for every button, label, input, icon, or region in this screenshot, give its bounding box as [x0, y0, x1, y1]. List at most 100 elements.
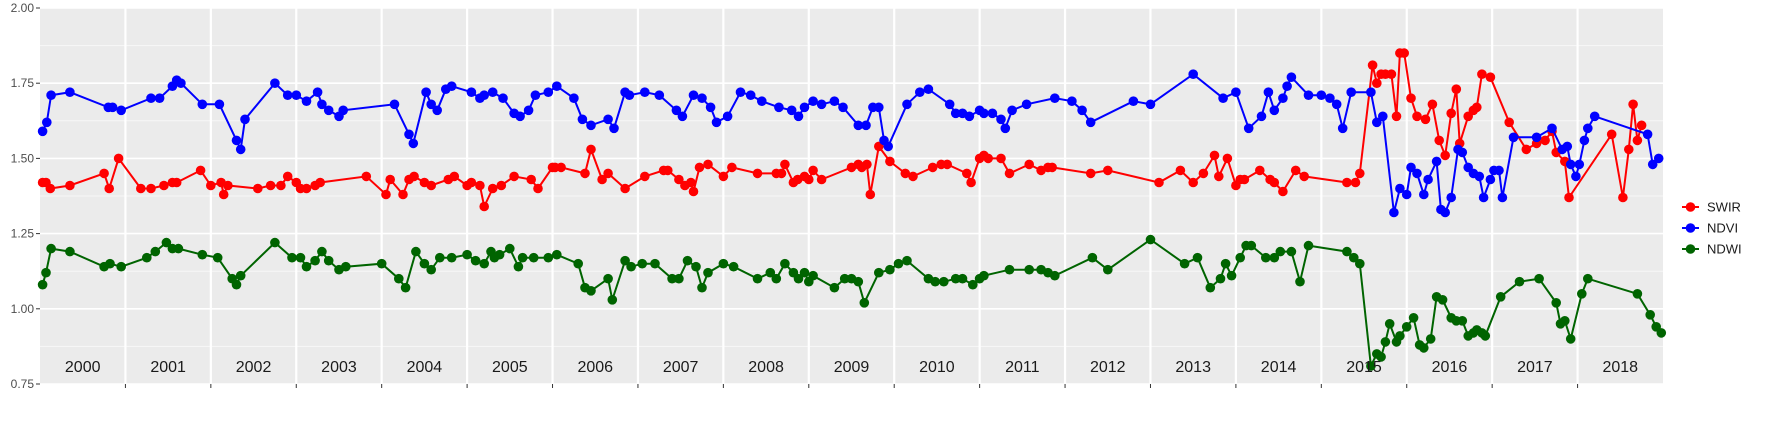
data-point-swir — [942, 159, 952, 170]
data-point-ndvi — [1401, 189, 1412, 200]
data-point-swir — [1624, 144, 1634, 155]
data-point-ndwi — [950, 273, 961, 284]
data-point-swir — [1406, 93, 1416, 103]
data-point-swir — [1299, 171, 1309, 182]
data-point-ndwi — [310, 255, 320, 266]
data-point-swir — [1198, 168, 1209, 179]
data-point-ndvi — [235, 144, 246, 155]
data-point-ndvi — [609, 123, 619, 134]
data-point-ndvi — [838, 102, 848, 113]
data-point-ndwi — [161, 237, 172, 248]
data-point-swir — [1188, 177, 1198, 188]
data-point-ndwi — [939, 276, 949, 287]
data-point-ndwi — [150, 246, 161, 257]
data-point-ndvi — [42, 117, 52, 128]
data-point-swir — [674, 174, 684, 185]
data-point-ndvi — [1412, 168, 1422, 179]
data-point-ndwi — [979, 270, 989, 281]
data-point-ndvi — [1278, 93, 1288, 103]
data-point-ndvi — [722, 111, 733, 122]
data-point-ndwi — [1269, 252, 1280, 263]
data-point-swir — [1154, 177, 1164, 188]
data-point-ndwi — [573, 258, 583, 269]
data-point-ndwi — [528, 252, 539, 263]
data-point-ndwi — [957, 273, 968, 284]
data-point-swir — [113, 153, 124, 164]
data-point-swir — [1239, 174, 1250, 185]
data-point-ndwi — [859, 298, 870, 308]
legend-label: NDVI — [1707, 221, 1738, 236]
data-point-ndwi — [435, 252, 445, 263]
data-point-ndvi — [1589, 111, 1600, 122]
data-point-ndwi — [1401, 322, 1412, 332]
data-point-ndvi — [1440, 207, 1450, 218]
data-point-ndwi — [543, 252, 554, 263]
data-point-ndwi — [1295, 276, 1305, 287]
data-point-swir — [1355, 168, 1365, 179]
data-point-swir — [776, 168, 787, 179]
data-point-swir — [752, 168, 763, 179]
data-point-swir — [1485, 72, 1496, 82]
data-point-ndwi — [1395, 331, 1405, 341]
data-point-ndvi — [523, 105, 534, 116]
data-point-ndwi — [1480, 331, 1491, 341]
data-point-ndwi — [1286, 246, 1297, 257]
data-point-ndvi — [1571, 171, 1581, 182]
data-point-swir — [996, 153, 1006, 164]
data-point-ndvi — [688, 90, 699, 100]
data-point-swir — [586, 144, 596, 155]
data-point-swir — [381, 189, 391, 200]
data-point-ndwi — [1577, 289, 1587, 299]
data-point-ndvi — [677, 111, 688, 122]
x-axis — [124, 384, 1579, 388]
data-point-swir — [206, 180, 216, 191]
data-point-ndwi — [376, 258, 387, 269]
data-point-ndwi — [1226, 270, 1237, 281]
data-point-swir — [1477, 69, 1487, 79]
data-point-swir — [65, 180, 75, 191]
data-point-swir — [398, 189, 408, 200]
data-point-ndwi — [235, 270, 246, 281]
y-tick-label: 2.00 — [11, 1, 35, 15]
data-point-ndvi — [107, 102, 118, 113]
data-point-ndwi — [1583, 273, 1593, 284]
data-point-swir — [556, 162, 566, 173]
year-label: 2001 — [150, 359, 186, 376]
data-point-swir — [663, 165, 673, 176]
data-point-ndwi — [765, 267, 776, 278]
data-point-ndvi — [671, 105, 682, 116]
data-point-ndwi — [1495, 292, 1506, 302]
data-point-ndvi — [530, 90, 541, 100]
data-point-ndwi — [1376, 352, 1386, 362]
data-point-swir — [1412, 111, 1422, 122]
data-point-ndwi — [1261, 252, 1271, 263]
data-point-ndwi — [799, 267, 810, 278]
data-point-ndvi — [312, 87, 323, 97]
series-layer — [37, 48, 1667, 371]
data-point-swir — [496, 180, 507, 191]
data-point-ndvi — [338, 105, 349, 116]
data-point-ndvi — [154, 93, 165, 103]
data-point-swir — [1427, 99, 1438, 110]
data-point-ndwi — [650, 258, 660, 269]
data-point-ndvi — [426, 99, 437, 110]
data-point-ndvi — [1021, 99, 1032, 110]
data-point-ndwi — [1050, 270, 1060, 281]
data-point-ndvi — [711, 117, 722, 128]
data-point-swir — [1175, 165, 1186, 176]
data-point-ndwi — [494, 249, 505, 260]
data-point-ndwi — [1349, 252, 1359, 263]
data-point-ndvi — [1331, 99, 1342, 110]
data-point-ndwi — [1419, 343, 1429, 353]
data-point-ndvi — [197, 99, 208, 110]
data-point-swir — [703, 159, 713, 170]
data-point-ndvi — [543, 87, 554, 97]
data-point-ndwi — [1534, 273, 1544, 284]
data-point-ndvi — [1497, 192, 1508, 203]
data-point-swir — [640, 171, 650, 182]
year-label: 2005 — [492, 359, 528, 376]
data-point-ndvi — [1316, 90, 1327, 100]
data-point-swir — [136, 183, 146, 194]
data-point-ndvi — [586, 120, 596, 131]
data-point-ndvi — [1145, 99, 1156, 110]
